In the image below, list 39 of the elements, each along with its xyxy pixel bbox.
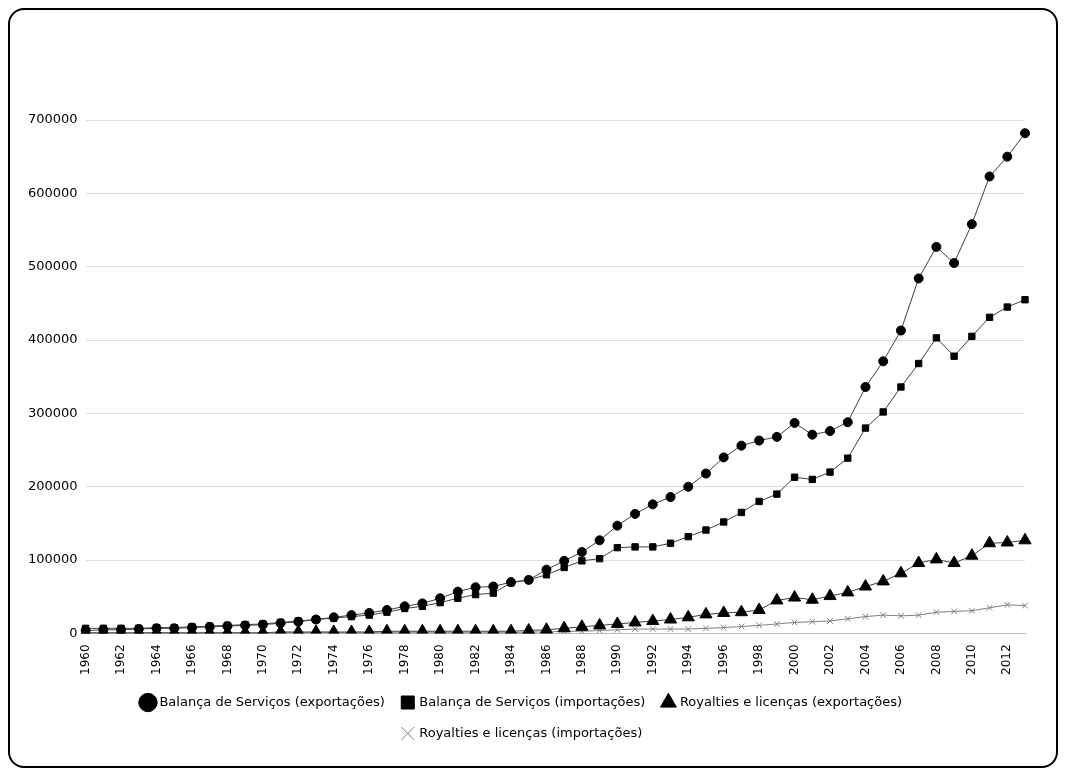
x-tick-label: 1998 bbox=[751, 644, 766, 676]
y-tick-label: 0 bbox=[69, 624, 78, 640]
x-tick-label: 2012 bbox=[999, 644, 1014, 676]
x-tick-label: 1980 bbox=[432, 644, 447, 676]
y-tick-label: 200000 bbox=[27, 478, 78, 494]
x-tick-label: 2008 bbox=[928, 644, 943, 676]
x-tick-label: 1986 bbox=[538, 644, 553, 676]
legend-label: Royalties e licenças (exportações) bbox=[679, 693, 903, 709]
x-tick-label: 1984 bbox=[503, 644, 518, 676]
y-tick-label: 300000 bbox=[27, 404, 78, 420]
x-tick-label: 1982 bbox=[467, 644, 482, 676]
x-tick-label: 1992 bbox=[644, 644, 659, 676]
y-tick-label: 700000 bbox=[27, 111, 78, 127]
x-tick-label: 2004 bbox=[857, 644, 872, 676]
x-tick-label: 2002 bbox=[822, 644, 837, 676]
x-tick-label: 1962 bbox=[113, 644, 128, 676]
x-tick-label: 1996 bbox=[715, 644, 730, 676]
x-tick-label: 1968 bbox=[219, 644, 234, 676]
x-tick-label: 1972 bbox=[290, 644, 305, 676]
x-tick-label: 1990 bbox=[609, 644, 624, 676]
y-tick-label: 600000 bbox=[27, 184, 78, 200]
x-tick-label: 1966 bbox=[184, 644, 199, 676]
x-tick-label: 1976 bbox=[361, 644, 376, 676]
x-tick-label: 1994 bbox=[680, 644, 695, 676]
legend-label: Royalties e licenças (importações) bbox=[419, 724, 643, 740]
x-tick-label: 1988 bbox=[574, 644, 589, 676]
legend-label: Balança de Serviços (exportações) bbox=[159, 693, 385, 709]
y-tick-label: 400000 bbox=[27, 331, 78, 347]
x-tick-label: 1978 bbox=[396, 644, 411, 676]
y-tick-label: 500000 bbox=[27, 258, 78, 274]
x-tick-label: 2010 bbox=[963, 644, 978, 676]
x-tick-label: 1970 bbox=[254, 644, 269, 676]
y-tick-label: 100000 bbox=[27, 551, 78, 567]
x-tick-label: 1974 bbox=[325, 644, 340, 676]
x-tick-label: 1960 bbox=[77, 644, 92, 676]
x-tick-label: 1964 bbox=[148, 644, 163, 676]
x-tick-label: 2006 bbox=[893, 644, 908, 676]
x-tick-label: 2000 bbox=[786, 644, 801, 676]
legend-label: Balança de Serviços (importações) bbox=[419, 693, 646, 709]
